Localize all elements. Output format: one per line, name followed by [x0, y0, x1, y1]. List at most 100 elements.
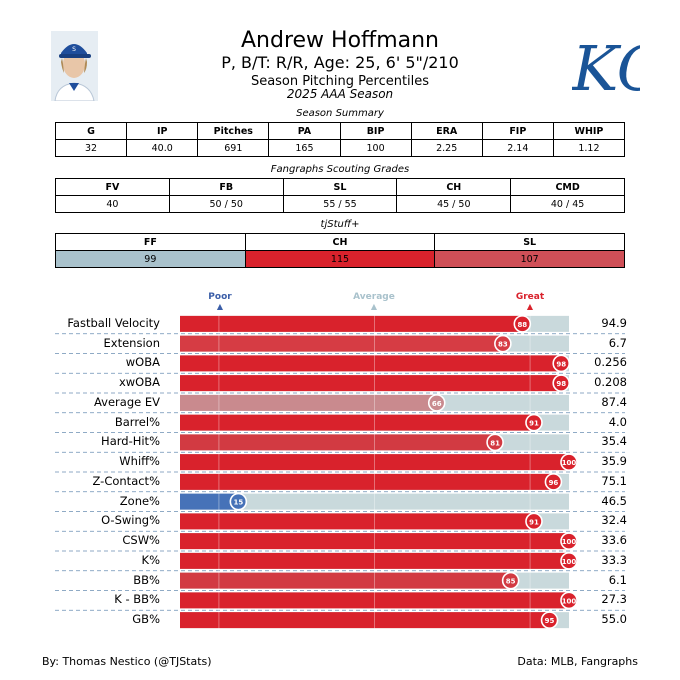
metric-value: 4.0 — [608, 414, 627, 429]
percentile-bar — [180, 572, 511, 589]
footer-credit: By: Thomas Nestico (@TJStats) — [42, 655, 212, 668]
percentile-bar — [180, 552, 569, 569]
scouting-value-cell: 40 / 45 — [510, 195, 625, 213]
tjstuff-value-cell: 99 — [55, 250, 246, 268]
percentile-marker-label: 100 — [562, 597, 577, 605]
percentile-bar — [180, 414, 534, 431]
percentile-marker-label: 88 — [517, 321, 527, 329]
percentile-marker-label: 95 — [545, 617, 555, 625]
scouting-grades-table: FV FB SL CH CMD 40 50 / 50 55 / 55 45 / 50 40 / 4… — [55, 178, 625, 213]
metric-value: 6.1 — [608, 572, 627, 587]
percentile-bar — [180, 493, 239, 510]
metric-label: O-Swing% — [101, 513, 160, 528]
percentile-bar — [180, 612, 550, 629]
tjstuff-value-cell: 107 — [434, 250, 625, 268]
metric-label: Extension — [103, 335, 160, 350]
metric-value: 33.6 — [601, 533, 627, 548]
percentile-marker-label: 100 — [562, 558, 577, 566]
metric-label: BB% — [133, 572, 160, 587]
metric-value: 55.0 — [601, 612, 627, 627]
legend-poor-marker: ▲ — [216, 302, 224, 311]
percentile-marker — [525, 512, 543, 531]
chart-subtitle: Season Pitching Percentiles — [250, 74, 430, 89]
percentile-track — [180, 493, 569, 510]
percentile-bar — [180, 375, 562, 392]
player-bio: P, B/T: R/R, Age: 25, 6' 5"/210 — [221, 53, 459, 72]
percentile-marker — [560, 453, 578, 471]
player-headshot: S — [51, 31, 98, 101]
percentile-marker — [494, 334, 512, 353]
metric-label: Whiff% — [119, 454, 160, 469]
metric-value: 0.208 — [594, 375, 627, 390]
legend-poor-label: Poor — [208, 292, 232, 302]
tjstuff-value-cell: 115 — [244, 250, 436, 268]
metric-label: xwOBA — [118, 375, 160, 390]
percentile-marker — [552, 374, 571, 392]
summary-value-cell: 40.0 — [126, 139, 199, 157]
percentile-marker — [544, 473, 563, 491]
summary-value-cell: 691 — [197, 139, 270, 157]
legend-average-label: Average — [353, 292, 395, 302]
metric-label: K - BB% — [114, 592, 160, 607]
percentile-bar — [180, 454, 569, 471]
metric-value: 0.256 — [594, 355, 627, 370]
percentile-bar — [180, 434, 496, 451]
percentile-marker — [486, 433, 504, 452]
metric-value: 46.5 — [601, 493, 627, 508]
metric-value: 35.4 — [601, 434, 627, 449]
metric-value: 75.1 — [601, 473, 627, 488]
tjstuff-title: tjStuff+ — [320, 219, 360, 230]
metric-label: K% — [141, 552, 160, 567]
player-name: Andrew Hoffmann — [241, 28, 439, 53]
percentile-marker — [427, 394, 446, 412]
metric-label: CSW% — [122, 533, 160, 548]
scouting-value-cell: 55 / 55 — [282, 195, 398, 213]
percentile-bar — [180, 355, 562, 372]
percentile-bar — [180, 394, 437, 411]
metric-label: wOBA — [125, 355, 160, 370]
metric-label: Average EV — [93, 394, 160, 409]
percentile-marker-label: 100 — [562, 538, 577, 546]
metric-value: 32.4 — [601, 513, 627, 528]
percentile-marker — [540, 611, 559, 629]
percentile-bar — [180, 533, 569, 550]
season-summary-title: Season Summary — [296, 108, 384, 119]
metric-label: Fastball Velocity — [67, 315, 160, 330]
metric-value: 6.7 — [608, 335, 627, 350]
percentile-marker-label: 83 — [498, 341, 508, 349]
percentile-bar — [180, 473, 554, 490]
percentile-marker-label: 96 — [549, 479, 559, 487]
percentile-marker-label: 66 — [432, 400, 442, 408]
metric-value: 35.9 — [601, 454, 627, 469]
percentile-marker-label: 91 — [529, 420, 539, 428]
footer-source: Data: MLB, Fangraphs — [517, 655, 638, 668]
percentile-marker-label: 91 — [529, 518, 539, 526]
season-summary-table: G IP Pitches PA BIP ERA FIP WHIP 32 40.0 691 165 100… — [54, 122, 626, 157]
percentile-bar — [180, 315, 523, 332]
legend-great-marker: ▲ — [526, 302, 534, 311]
metric-value: 87.4 — [601, 394, 627, 409]
scouting-grades-title: Fangraphs Scouting Grades — [270, 164, 410, 175]
summary-value-cell: 1.12 — [552, 139, 626, 157]
percentile-marker — [229, 492, 248, 511]
metric-value: 94.9 — [601, 315, 627, 330]
percentile-marker — [525, 413, 543, 432]
percentile-bar — [180, 513, 534, 530]
metric-label: GB% — [132, 612, 160, 627]
percentile-marker — [513, 315, 532, 333]
percentile-bar — [180, 335, 503, 352]
metric-value: 33.3 — [601, 552, 627, 567]
percentile-bar — [180, 592, 569, 609]
percentile-marker-label: 85 — [506, 578, 516, 586]
scouting-value-cell: 50 / 50 — [168, 195, 284, 213]
legend-great-label: Great — [515, 292, 545, 302]
tjstuff-table: FF CH SL 99 115 107 — [55, 233, 625, 268]
metric-label: Zone% — [119, 493, 160, 508]
percentile-marker-label: 98 — [556, 360, 566, 368]
percentile-marker-label: 81 — [490, 439, 500, 447]
metric-value: 27.3 — [601, 592, 627, 607]
legend-average-marker: ▲ — [370, 302, 378, 311]
percentile-marker-label: 98 — [556, 380, 566, 388]
metric-label: Z-Contact% — [92, 473, 161, 488]
